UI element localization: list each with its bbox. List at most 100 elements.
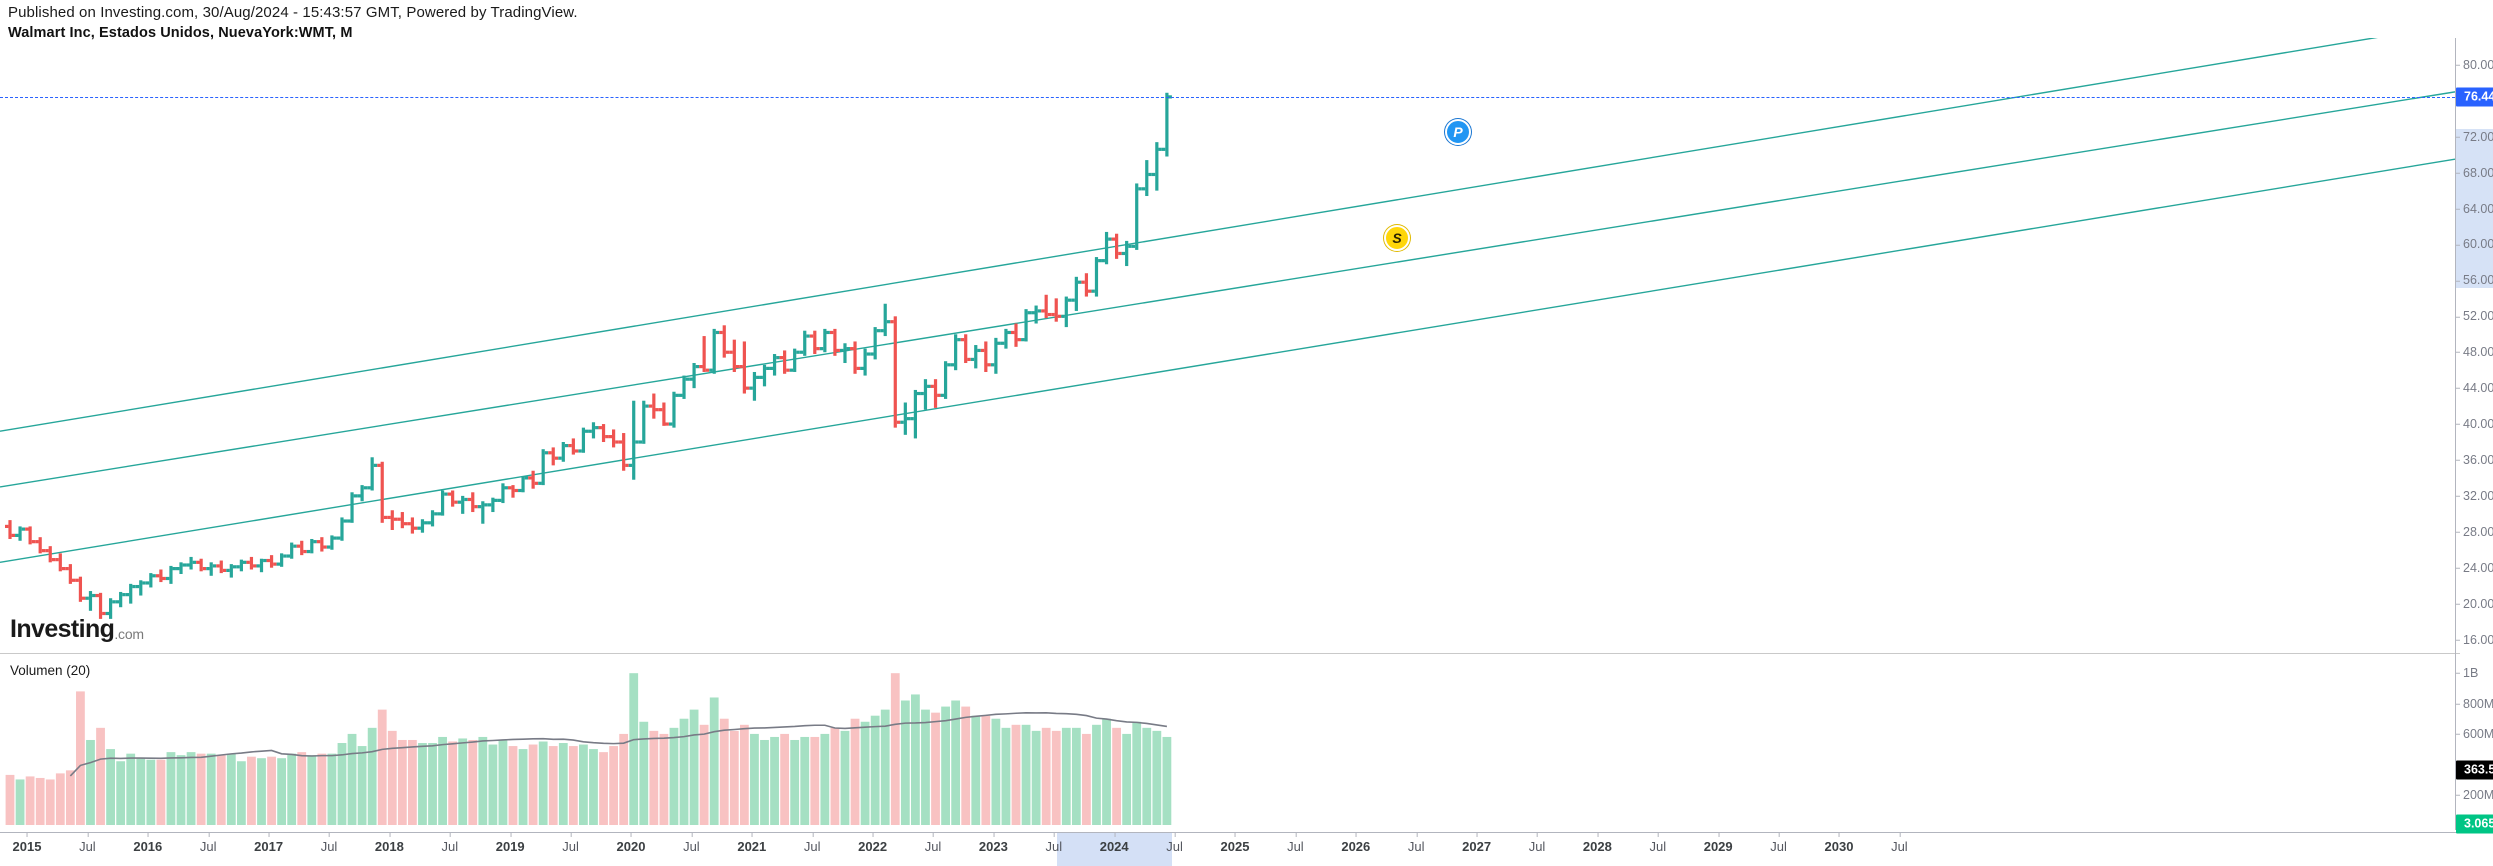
volume-bar: [267, 756, 276, 825]
volume-bar: [739, 724, 749, 825]
volume-bar: [719, 718, 729, 825]
volume-bar: [448, 741, 458, 825]
volume-bar: [1122, 733, 1132, 825]
volume-bar: [1051, 730, 1061, 825]
volume-bar: [699, 724, 709, 825]
volume-bar: [528, 744, 538, 825]
pane-separator: [0, 653, 2460, 654]
investing-watermark: Investing .com: [10, 617, 144, 642]
ohlc-bar: [779, 350, 790, 374]
volume-bar: [86, 739, 95, 825]
ohlc-bar: [1131, 183, 1142, 250]
volume-bar: [669, 727, 679, 825]
volume-bar: [1132, 721, 1142, 825]
price-tick: 32.00: [2455, 490, 2493, 503]
ohlc-bar: [1000, 328, 1011, 349]
volume-bar: [850, 718, 860, 825]
ohlc-bar: [236, 559, 247, 572]
volume-bar: [257, 758, 266, 825]
ohlc-bar: [588, 422, 599, 439]
ohlc-bar: [125, 583, 136, 604]
volume-bar: [176, 755, 186, 825]
ohlc-bar: [980, 341, 991, 372]
ohlc-bar: [115, 591, 126, 608]
volume-bar: [880, 709, 890, 825]
volume-bar: [216, 755, 226, 825]
price-pane[interactable]: [0, 38, 2493, 653]
time-tick: 2018: [374, 832, 404, 854]
price-tick: 64.00: [2455, 202, 2493, 215]
time-tick: 2016: [133, 832, 163, 854]
ohlc-bar: [135, 580, 146, 596]
volume-bar: [729, 730, 739, 825]
ohlc-bar: [1051, 298, 1062, 322]
volume-bar: [830, 727, 840, 825]
ohlc-bar: [910, 389, 921, 439]
ohlc-bar: [890, 316, 901, 428]
volume-bar: [750, 733, 759, 825]
volume-bar: [790, 739, 800, 825]
ohlc-bar: [638, 400, 649, 444]
volume-bar: [820, 733, 830, 825]
volume-bar: [297, 752, 307, 825]
ohlc-bar: [1121, 240, 1132, 267]
volume-bar: [106, 749, 115, 825]
volume-bar: [770, 736, 779, 825]
volume-bar: [468, 739, 478, 825]
price-tick: 36.00: [2455, 454, 2493, 467]
time-tick: 2021: [737, 832, 767, 854]
ohlc-bar: [829, 328, 840, 356]
volume-tick: 1B: [2455, 667, 2478, 680]
price-tick: 48.00: [2455, 346, 2493, 359]
ohlc-bar: [719, 325, 730, 358]
time-tick: Jul: [320, 832, 338, 854]
time-tick: Jul: [199, 832, 217, 854]
ohlc-bar: [457, 495, 468, 514]
ohlc-bar: [286, 542, 297, 559]
ohlc-bar: [870, 327, 881, 360]
published-caption: Published on Investing.com, 30/Aug/2024 …: [8, 4, 578, 21]
volume-indicator-label[interactable]: Volumen (20): [10, 663, 91, 678]
ohlc-bar: [226, 564, 237, 578]
volume-bar: [418, 743, 427, 825]
time-tick: 2022: [858, 832, 888, 854]
ohlc-bar: [679, 375, 690, 399]
time-tick: 2015: [12, 832, 42, 854]
ohlc-bar: [246, 556, 257, 570]
time-tick: Jul: [803, 832, 821, 854]
volume-bar: [941, 706, 950, 825]
volume-bar: [55, 773, 65, 825]
volume-bar: [981, 715, 991, 825]
time-tick: Jul: [1166, 832, 1183, 854]
volume-bar: [428, 743, 437, 825]
ohlc-bar: [306, 538, 317, 554]
volume-bar: [136, 758, 146, 825]
ohlc-bar: [518, 476, 529, 493]
ohlc-bar: [316, 537, 327, 552]
price-tick: 16.00: [2455, 633, 2493, 646]
volume-bar: [538, 741, 548, 825]
ohlc-bar: [568, 438, 579, 455]
marker-s[interactable]: S: [1384, 225, 1410, 251]
volume-bar: [236, 761, 246, 825]
ohlc-bar: [689, 363, 700, 389]
volume-bar: [639, 721, 649, 825]
marker-p[interactable]: P: [1445, 119, 1471, 145]
time-tick: Jul: [441, 832, 459, 854]
volume-bar: [397, 739, 407, 825]
time-tick: 2023: [978, 832, 1008, 854]
ohlc-bar: [387, 510, 398, 530]
price-tick: 60.00: [2455, 238, 2493, 251]
volume-bar: [488, 744, 498, 825]
volume-pane[interactable]: [0, 655, 2493, 830]
volume-bar: [76, 691, 85, 825]
ohlc-bar: [729, 339, 740, 372]
ohlc-bar: [296, 540, 307, 556]
ohlc-bar: [850, 341, 861, 374]
volume-bar: [116, 761, 126, 825]
price-plot: [0, 38, 2455, 619]
price-tick: 40.00: [2455, 418, 2493, 431]
time-tick: Jul: [924, 832, 942, 854]
volume-ma-line: [69, 712, 1168, 777]
ohlc-bar: [739, 341, 750, 394]
